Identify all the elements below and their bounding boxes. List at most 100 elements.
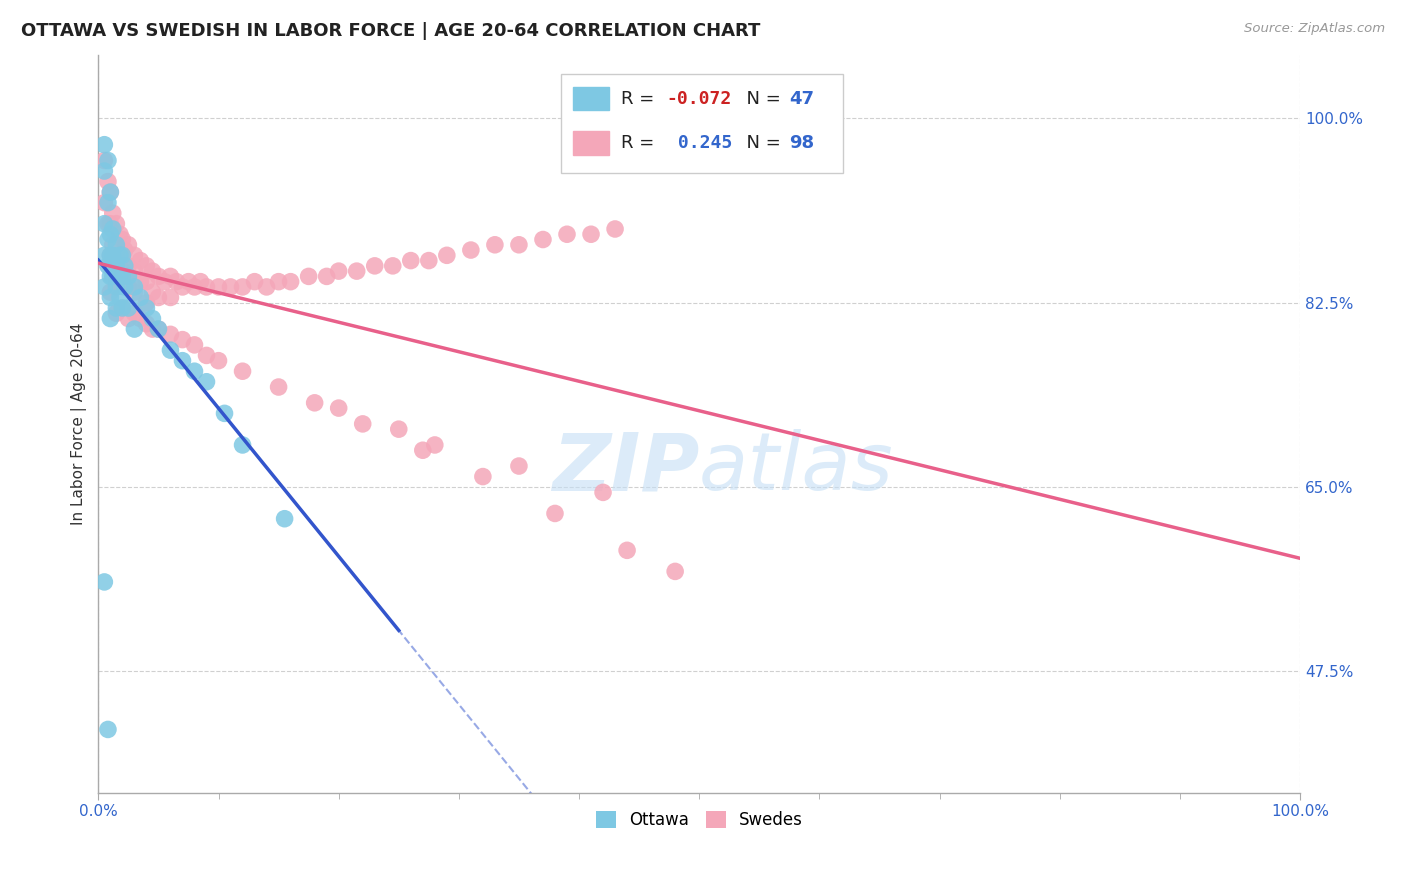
Point: [117, 311, 139, 326]
Point: [101, 237, 124, 252]
Point: [508, 458, 530, 473]
Point: [129, 253, 152, 268]
Point: [256, 280, 278, 294]
Point: [399, 253, 422, 268]
Text: 98: 98: [789, 134, 814, 152]
Point: [97, 153, 120, 168]
Point: [484, 237, 506, 252]
Point: [195, 280, 218, 294]
Point: [98, 248, 121, 262]
Point: [232, 364, 254, 378]
Point: [555, 227, 578, 242]
FancyBboxPatch shape: [574, 131, 609, 154]
Point: [98, 290, 121, 304]
Point: [124, 285, 146, 300]
Point: [101, 222, 124, 236]
Point: [129, 290, 152, 304]
Point: [117, 269, 139, 284]
Point: [124, 248, 146, 262]
Point: [172, 353, 194, 368]
Point: [603, 222, 626, 236]
Point: [93, 195, 115, 210]
Point: [117, 259, 139, 273]
Point: [243, 275, 266, 289]
Point: [190, 275, 212, 289]
Point: [177, 275, 200, 289]
Point: [232, 438, 254, 452]
Text: 47: 47: [789, 90, 814, 108]
Point: [97, 195, 120, 210]
Point: [114, 269, 136, 284]
Point: [267, 275, 290, 289]
Text: Source: ZipAtlas.com: Source: ZipAtlas.com: [1244, 22, 1385, 36]
Point: [219, 280, 242, 294]
Point: [97, 259, 120, 273]
Point: [93, 153, 115, 168]
Point: [592, 485, 614, 500]
Point: [101, 248, 124, 262]
Point: [141, 311, 163, 326]
Point: [105, 306, 128, 320]
Point: [105, 237, 128, 252]
Point: [471, 469, 494, 483]
Point: [460, 243, 482, 257]
Point: [172, 333, 194, 347]
Point: [98, 248, 121, 262]
Point: [352, 417, 374, 431]
Point: [111, 264, 134, 278]
Point: [232, 280, 254, 294]
Point: [381, 259, 404, 273]
Point: [114, 259, 136, 273]
Point: [93, 137, 115, 152]
Point: [98, 285, 121, 300]
Point: [412, 443, 434, 458]
Point: [304, 396, 326, 410]
Point: [267, 380, 290, 394]
Text: OTTAWA VS SWEDISH IN LABOR FORCE | AGE 20-64 CORRELATION CHART: OTTAWA VS SWEDISH IN LABOR FORCE | AGE 2…: [21, 22, 761, 40]
Point: [98, 217, 121, 231]
Point: [135, 301, 157, 315]
Point: [108, 269, 131, 284]
Point: [101, 206, 124, 220]
Point: [98, 227, 121, 242]
Point: [105, 248, 128, 262]
Text: atlas: atlas: [699, 429, 894, 508]
Point: [183, 364, 205, 378]
Point: [111, 301, 134, 315]
Point: [418, 253, 440, 268]
Point: [183, 280, 205, 294]
Point: [98, 185, 121, 199]
Point: [315, 269, 337, 284]
Point: [98, 269, 121, 284]
Point: [97, 723, 120, 737]
Point: [531, 233, 554, 247]
Point: [148, 290, 170, 304]
Point: [616, 543, 638, 558]
Point: [105, 301, 128, 315]
Legend: Ottawa, Swedes: Ottawa, Swedes: [589, 805, 810, 836]
Point: [214, 406, 236, 420]
FancyBboxPatch shape: [561, 73, 844, 173]
Point: [159, 327, 181, 342]
Point: [98, 185, 121, 199]
Text: R =: R =: [621, 134, 659, 152]
Point: [135, 317, 157, 331]
Y-axis label: In Labor Force | Age 20-64: In Labor Force | Age 20-64: [72, 323, 87, 525]
Text: N =: N =: [735, 134, 787, 152]
Point: [141, 264, 163, 278]
Point: [280, 275, 302, 289]
Point: [207, 280, 229, 294]
Point: [159, 343, 181, 358]
Point: [108, 259, 131, 273]
Text: R =: R =: [621, 90, 659, 108]
Point: [544, 507, 567, 521]
Point: [298, 269, 321, 284]
Point: [159, 269, 181, 284]
Point: [273, 512, 295, 526]
Point: [111, 233, 134, 247]
Point: [111, 269, 134, 284]
Point: [105, 259, 128, 273]
Point: [124, 322, 146, 336]
Point: [105, 280, 128, 294]
Point: [124, 306, 146, 320]
